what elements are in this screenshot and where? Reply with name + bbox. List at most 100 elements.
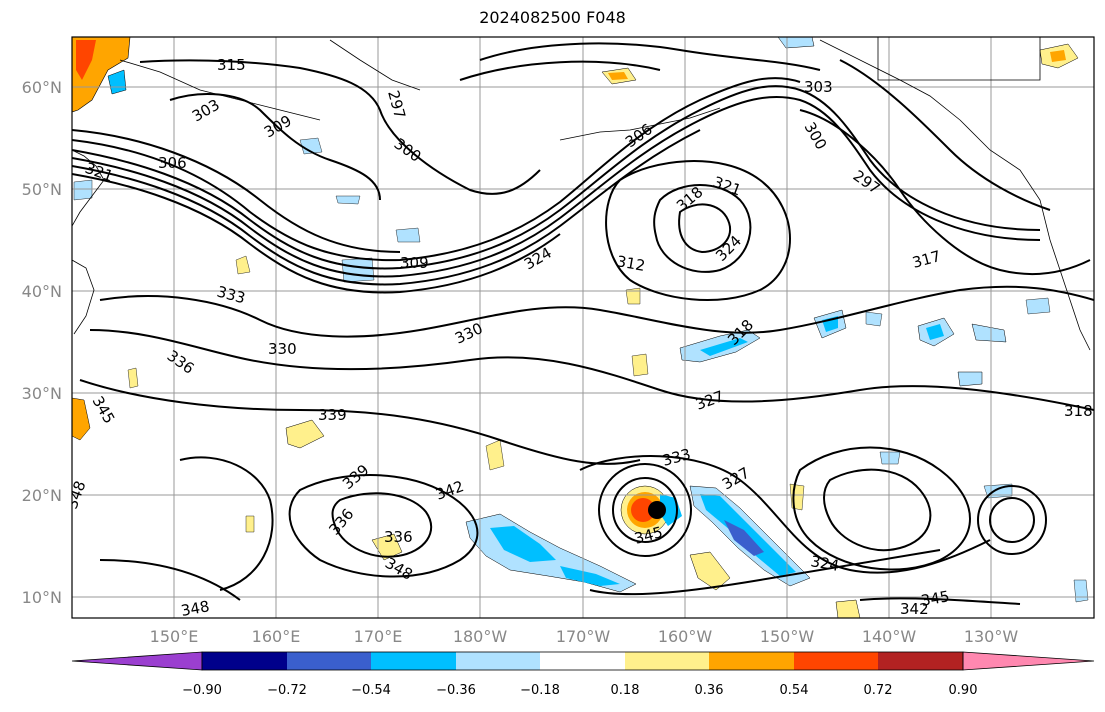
- coast-canada: [877, 37, 1041, 81]
- colorbar-tick: 0.18: [611, 683, 640, 698]
- contour-label: 339: [318, 406, 347, 424]
- shade-patch-b: [299, 137, 323, 155]
- colorbar-frame: [201, 651, 964, 671]
- coast-chukotka: [329, 39, 421, 91]
- colorbar-tick: 0.90: [949, 683, 978, 698]
- contour-line: [72, 95, 1041, 278]
- colorbar-tick: −0.18: [520, 683, 560, 698]
- colorbar-left-extend: [71, 651, 203, 671]
- colorbar-segment: [456, 652, 540, 670]
- shade-patch-k: [485, 439, 505, 471]
- contour-line: [792, 446, 971, 571]
- contour-label: 306: [158, 154, 187, 172]
- shade-patch-y: [371, 533, 403, 561]
- colorbar-segment: [625, 652, 709, 670]
- shade-patch-i: [285, 419, 325, 449]
- longitude-labels: 150°E 160°E 170°E 180°W 170°W 160°W 150°…: [150, 627, 1019, 646]
- coast-aleutians: [559, 107, 721, 141]
- contour-label: 345: [920, 587, 951, 610]
- colorbar-tick: −0.54: [351, 683, 391, 698]
- lon-label: 150°W: [760, 627, 815, 646]
- latitude-labels: 60°N 50°N 40°N 30°N 20°N 10°N: [22, 78, 62, 607]
- contour-line: [89, 329, 1094, 411]
- shade-patch-ne-core: [1050, 50, 1066, 62]
- shade-patch-h: [72, 397, 91, 441]
- shade-patch-c: [335, 195, 361, 205]
- contour-line: [72, 85, 1041, 270]
- shade-patch-a-core: [608, 72, 628, 80]
- lat-label: 30°N: [22, 384, 62, 403]
- shade-patch-g: [235, 255, 251, 275]
- lon-label: 150°E: [150, 627, 199, 646]
- lat-label: 20°N: [22, 486, 62, 505]
- shade-patch-m: [631, 353, 649, 377]
- colorbar-tick: 0.72: [864, 683, 893, 698]
- contour-line: [823, 468, 932, 552]
- colorbar-tick: 0.36: [695, 683, 724, 698]
- lat-label: 40°N: [22, 282, 62, 301]
- colorbar-tick: −0.72: [267, 683, 307, 698]
- shade-patch-nw-core: [76, 40, 96, 80]
- contour-line: [72, 173, 561, 294]
- shade-patch-z: [835, 599, 861, 618]
- contour-line: [598, 463, 692, 557]
- shade-patch-s: [865, 311, 883, 327]
- lon-label: 130°W: [964, 627, 1019, 646]
- contour-line: [989, 497, 1035, 543]
- contour-line: [479, 42, 821, 71]
- shade-patch-x: [689, 551, 731, 591]
- contour-line: [977, 485, 1047, 555]
- contour-line: [139, 59, 541, 195]
- shade-patch-aa: [789, 483, 805, 511]
- shade-patch-n-core: [700, 338, 748, 356]
- contour-label: 324: [809, 552, 840, 575]
- lat-label: 50°N: [22, 180, 62, 199]
- shade-patch-nw-blue: [107, 69, 127, 95]
- colorbar-segment: [371, 652, 456, 670]
- shade-patch-w: [1073, 579, 1089, 603]
- colorbar-right-extend: [962, 651, 1095, 671]
- contour-label: 312: [615, 252, 646, 275]
- coast-alaska: [819, 39, 1051, 241]
- shade-patch-l: [625, 287, 641, 305]
- colorbar-segment: [794, 652, 878, 670]
- shade-band-east-core2: [724, 520, 764, 556]
- map-border: [71, 36, 1095, 619]
- colorbar-tick: 0.54: [780, 683, 809, 698]
- lon-label: 170°E: [354, 627, 403, 646]
- contour-line: [678, 203, 731, 254]
- shade-patch-j: [127, 367, 139, 389]
- contour-line: [72, 77, 801, 262]
- colorbar-segment: [287, 652, 371, 670]
- contour-lines: [72, 42, 1094, 605]
- shade-patch-e: [341, 257, 375, 283]
- colorbar-segment: [878, 652, 963, 670]
- contour-line: [169, 93, 381, 201]
- contour-label: 303: [804, 78, 833, 96]
- coast-na-west: [1049, 239, 1091, 351]
- contour-label: 330: [268, 340, 297, 358]
- colorbar-segment: [540, 652, 625, 670]
- contour-line: [331, 492, 433, 558]
- lon-label: 160°E: [252, 627, 301, 646]
- shade-patch-t: [1025, 297, 1051, 315]
- colorbar-segment: [202, 652, 287, 670]
- coastlines: [72, 37, 1091, 351]
- shade-patch-f: [73, 179, 93, 201]
- shade-patch-d: [395, 227, 421, 243]
- cyclone-center: [648, 501, 666, 519]
- contour-label: 309: [400, 254, 429, 272]
- contour-line: [799, 109, 1091, 276]
- shade-patch-q: [971, 323, 1007, 343]
- graticule: [72, 37, 1094, 618]
- contour-line: [589, 549, 941, 596]
- shade-patch-u: [879, 451, 901, 465]
- coast-japan: [72, 259, 95, 335]
- contour-line: [605, 160, 791, 301]
- lon-label: 160°W: [658, 627, 713, 646]
- lon-label: 170°W: [556, 627, 611, 646]
- lon-label: 180°W: [453, 627, 508, 646]
- contour-label: 336: [384, 528, 413, 546]
- shaded-field: [72, 37, 1089, 618]
- contour-line: [99, 285, 1094, 338]
